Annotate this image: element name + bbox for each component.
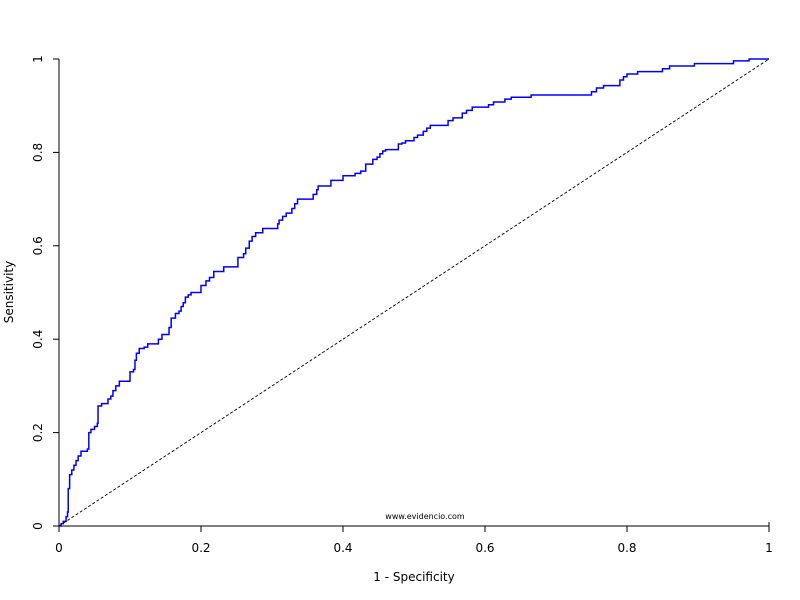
watermark-text: www.evidencio.com: [385, 512, 465, 521]
x-tick-label: 0.6: [475, 541, 494, 555]
y-tick-label: 0.8: [31, 143, 45, 162]
axes: 0 0.2 0.4 0.6 0.8 1 0 0.2 0.4 0.6 0.8 1: [31, 55, 773, 555]
y-tick-label: 0.2: [31, 423, 45, 442]
y-tick-label: 0: [31, 522, 45, 530]
x-tick-label: 0.8: [617, 541, 636, 555]
reference-diagonal-line: [58, 58, 770, 527]
roc-curve-line: [59, 58, 769, 527]
y-tick-label: 0.6: [31, 236, 45, 255]
series-group: [58, 58, 770, 527]
x-tick-label: 0.2: [191, 541, 210, 555]
x-axis-title: 1 - Specificity: [373, 570, 454, 584]
y-axis-title: Sensitivity: [2, 261, 16, 323]
y-tick-label: 1: [31, 55, 45, 63]
x-tick-label: 0.4: [333, 541, 352, 555]
x-tick-label: 1: [765, 541, 773, 555]
x-tick-label: 0: [55, 541, 63, 555]
y-tick-label: 0.4: [31, 330, 45, 349]
